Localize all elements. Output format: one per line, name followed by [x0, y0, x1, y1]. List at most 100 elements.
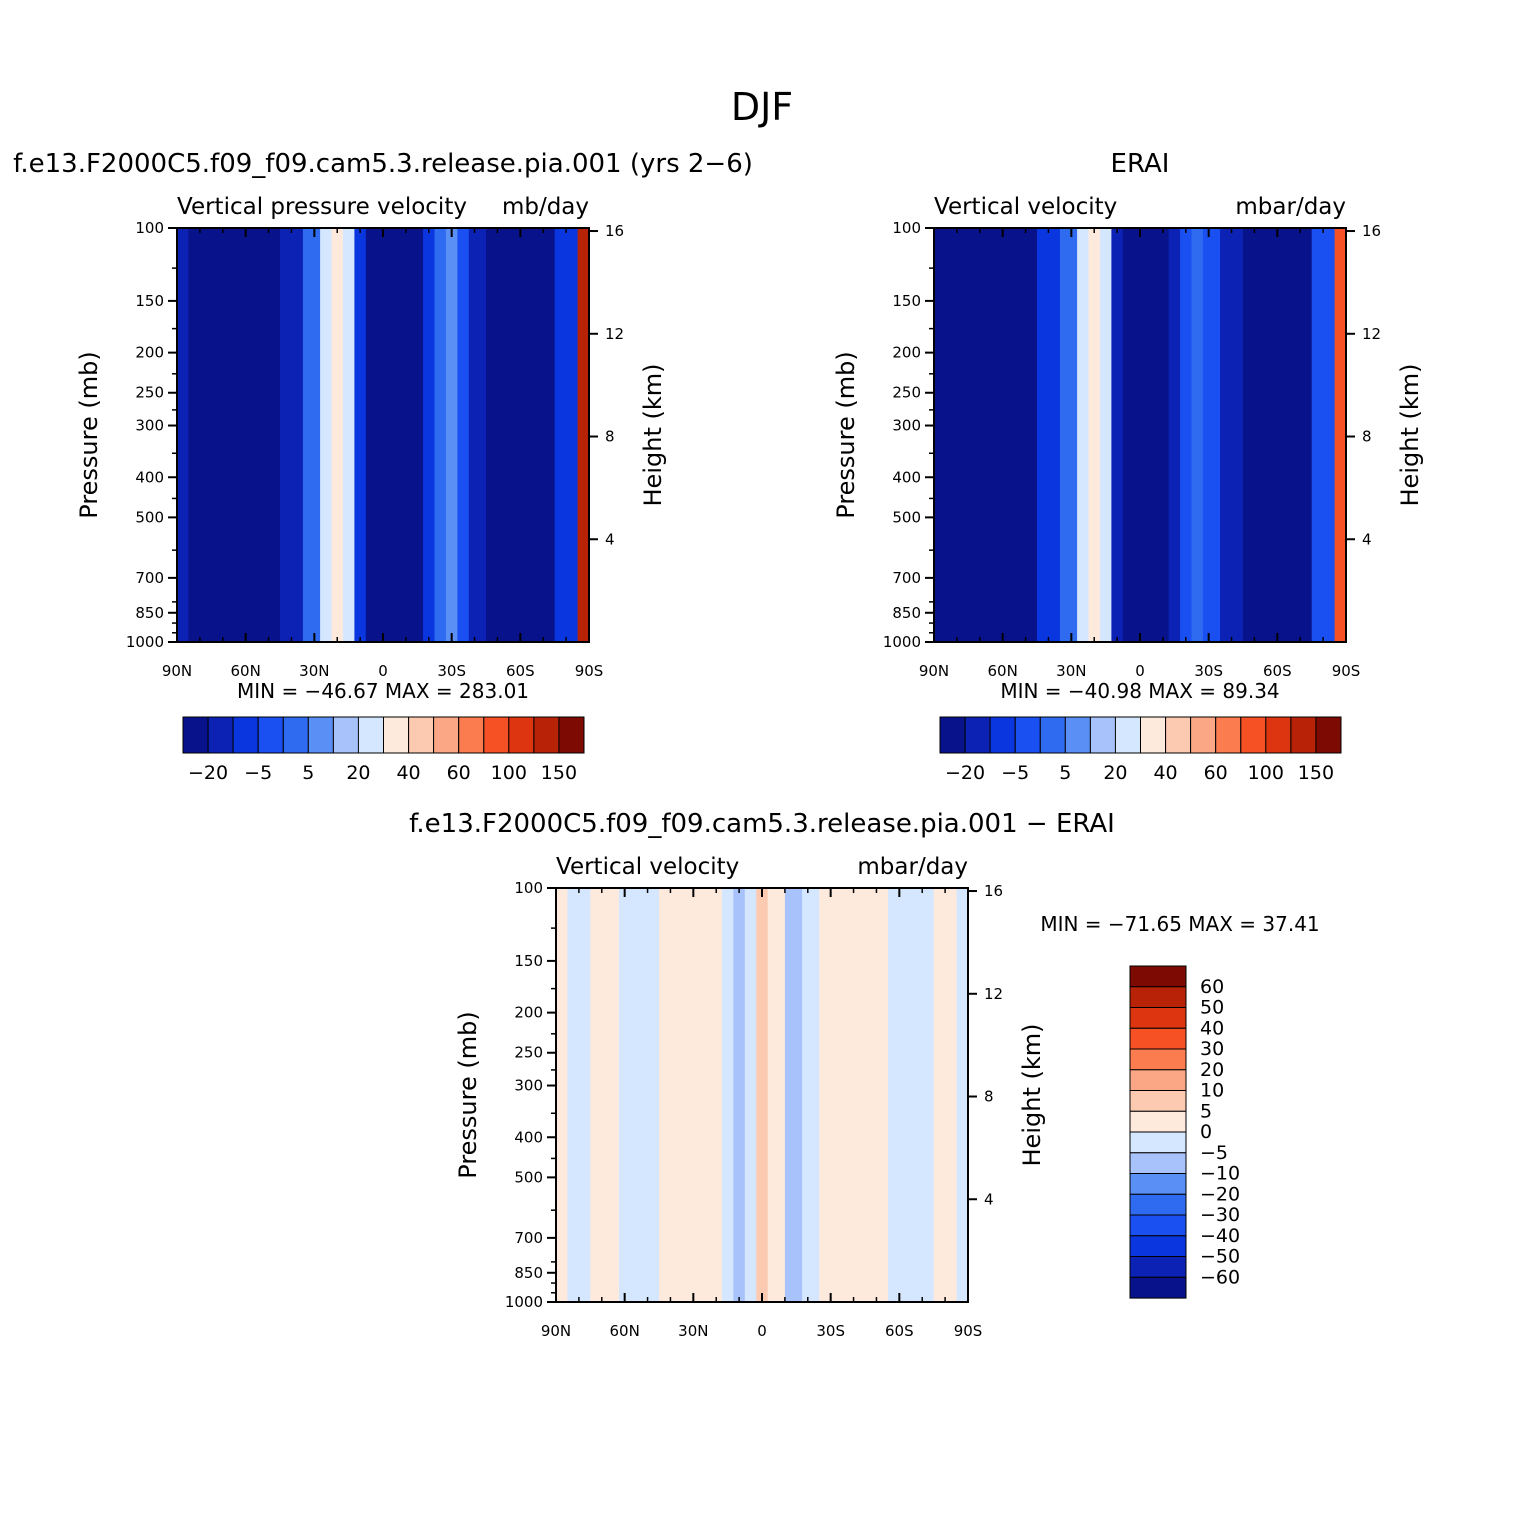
contour-band	[1100, 228, 1112, 642]
y-tick-label: 700	[135, 569, 164, 587]
colorbar-swatch	[1115, 717, 1140, 753]
colorbar-swatch	[183, 717, 208, 753]
y2-tick-label: 12	[984, 985, 1003, 1003]
y-tick-label: 250	[135, 384, 164, 402]
colorbar-swatch	[358, 717, 383, 753]
y-tick-label: 150	[892, 292, 921, 310]
contour-field	[556, 888, 969, 1302]
x-tick-label: 30N	[1056, 662, 1086, 680]
contour-band	[486, 228, 504, 642]
contour-band	[457, 228, 469, 642]
y-tick-label: 700	[514, 1229, 543, 1247]
y-tick-label: 250	[892, 384, 921, 402]
y2-tick-label: 12	[605, 325, 624, 343]
colorbar: −20 −5 5 20 40 60 100 150	[183, 717, 584, 784]
contour-band	[532, 228, 556, 642]
contour-band	[608, 888, 620, 1302]
contour-band	[1111, 228, 1123, 642]
colorbar-swatch	[1291, 717, 1316, 753]
colorbar-swatch	[1130, 1091, 1186, 1112]
contour-band	[211, 228, 235, 642]
x-tick-label: 90S	[954, 1322, 983, 1340]
colorbar-label: 5	[302, 762, 314, 784]
colorbar-swatch	[1130, 1049, 1186, 1070]
colorbar-label: 40	[1153, 762, 1177, 784]
colorbar-label: 20	[1103, 762, 1127, 784]
colorbar-label: 5	[1059, 762, 1071, 784]
contour-band	[1014, 228, 1038, 642]
x-tick-label: 30S	[816, 1322, 845, 1340]
colorbar-swatch	[434, 717, 459, 753]
colorbar-swatch	[283, 717, 308, 753]
x-tick-label: 60N	[231, 662, 261, 680]
colorbar-swatch	[1130, 1028, 1186, 1049]
colorbar-swatch	[1191, 717, 1216, 753]
contour-band	[555, 228, 579, 642]
x-tick-label: 0	[757, 1322, 767, 1340]
contour-band	[377, 228, 389, 642]
contour-band	[1169, 228, 1181, 642]
contour-band	[991, 228, 1015, 642]
variable-label: Vertical velocity	[556, 854, 739, 880]
min-max-stats: MIN = −71.65 MAX = 37.41	[1040, 912, 1319, 936]
colorbar-swatch	[484, 717, 509, 753]
x-tick-label: 90N	[541, 1322, 571, 1340]
colorbar-label: −20	[1200, 1183, 1240, 1205]
colorbar-label: −5	[1200, 1142, 1228, 1164]
contour-band	[865, 888, 889, 1302]
colorbar-label: 60	[1204, 762, 1228, 784]
contour-band	[1134, 228, 1146, 642]
y2-tick-label: 8	[984, 1088, 994, 1106]
contour-band	[503, 228, 515, 642]
colorbar-swatch	[1130, 1174, 1186, 1195]
contour-band	[1180, 228, 1192, 642]
units-label: mbar/day	[1235, 194, 1346, 220]
y-tick-label: 1000	[505, 1293, 543, 1311]
contour-band	[802, 888, 820, 1302]
y2-axis-title: Height (km)	[1018, 1024, 1046, 1167]
colorbar-swatch	[940, 717, 965, 753]
colorbar-label: −40	[1200, 1225, 1240, 1247]
x-tick-label: 0	[1135, 662, 1145, 680]
contour-band	[435, 228, 447, 642]
y2-tick-label: 16	[1362, 222, 1381, 240]
contour-band	[785, 888, 803, 1302]
y2-tick-label: 16	[984, 882, 1003, 900]
colorbar-swatch	[1130, 1153, 1186, 1174]
contour-band	[412, 228, 424, 642]
x-tick-label: 60S	[885, 1322, 914, 1340]
contour-band	[366, 228, 378, 642]
contour-band	[234, 228, 258, 642]
contour-band	[733, 888, 745, 1302]
contour-band	[1089, 228, 1101, 642]
y-tick-label: 100	[514, 879, 543, 897]
y-axis-title: Pressure (mb)	[454, 1011, 482, 1178]
contour-band	[705, 888, 723, 1302]
colorbar-label: −20	[945, 762, 985, 784]
contour-field	[177, 228, 590, 642]
colorbar-label: −20	[188, 762, 228, 784]
colorbar-swatch	[1166, 717, 1191, 753]
contour-band	[578, 228, 590, 642]
colorbar-swatch	[459, 717, 484, 753]
contour-band	[619, 888, 637, 1302]
y2-tick-label: 4	[984, 1190, 994, 1208]
contour-band	[1266, 228, 1290, 642]
contour-band	[280, 228, 304, 642]
contour-band	[1312, 228, 1336, 642]
colorbar-swatch	[208, 717, 233, 753]
contour-band	[320, 228, 332, 642]
units-label: mbar/day	[857, 854, 968, 880]
colorbar-swatch	[233, 717, 258, 753]
y-tick-label: 850	[135, 604, 164, 622]
colorbar-label: 5	[1200, 1100, 1212, 1122]
y-tick-label: 850	[514, 1264, 543, 1282]
y-tick-label: 200	[135, 344, 164, 362]
y2-axis-title: Height (km)	[639, 364, 667, 507]
colorbar-label: 50	[1200, 997, 1224, 1019]
contour-band	[756, 888, 768, 1302]
x-tick-label: 30S	[437, 662, 466, 680]
contour-band	[188, 228, 212, 642]
